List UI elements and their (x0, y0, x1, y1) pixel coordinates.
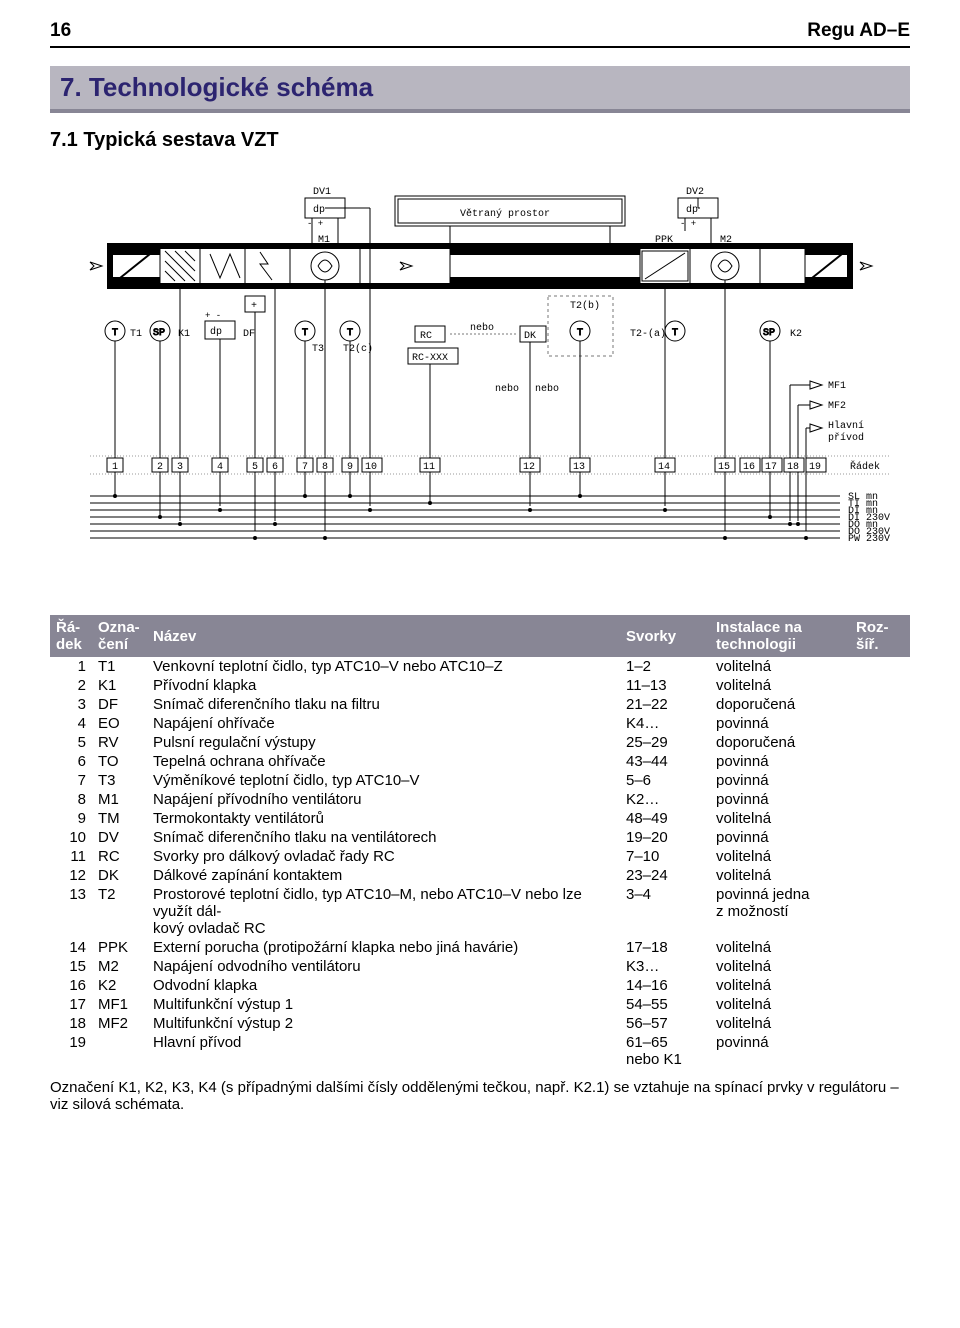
table-row: 17MF1Multifunkční výstup 154–55volitelná (50, 995, 910, 1014)
svg-text:T2(b): T2(b) (570, 300, 600, 312)
table-row: 9TMTermokontakty ventilátorů48–49volitel… (50, 809, 910, 828)
svg-text:12: 12 (523, 462, 535, 473)
svg-text:+: + (251, 301, 257, 312)
table-row: 19Hlavní přívod61–65 nebo K1povinná (50, 1033, 910, 1069)
subsection-title: 7.1 Typická sestava VZT (50, 129, 910, 152)
svg-text:PPK: PPK (655, 235, 673, 246)
svg-text:K2: K2 (790, 329, 802, 340)
svg-text:DV2: DV2 (686, 187, 704, 198)
table-row: 14PPKExterní porucha (protipožární klapk… (50, 938, 910, 957)
svg-text:- +: - + (680, 219, 696, 229)
svg-text:19: 19 (809, 462, 821, 473)
svg-text:MF1: MF1 (828, 381, 846, 392)
section-title: 7. Technologické schéma (60, 72, 900, 103)
table-row: 15M2Napájení odvodního ventilátoruK3…vol… (50, 957, 910, 976)
svg-text:8: 8 (322, 462, 328, 473)
svg-text:nebo: nebo (535, 383, 559, 395)
svg-text:17: 17 (765, 462, 777, 473)
svg-text:Hlavní: Hlavní (828, 420, 864, 432)
svg-text:T2(c): T2(c) (343, 343, 373, 355)
svg-text:DK: DK (524, 331, 536, 342)
table-row: 7T3Výměníkové teplotní čidlo, typ ATC10–… (50, 771, 910, 790)
svg-text:T1: T1 (130, 329, 142, 340)
svg-text:T: T (302, 328, 308, 339)
diagram-svg: Větraný prostor dp - + DV1 dp - + DV2 M1… (50, 166, 910, 586)
svg-text:MF2: MF2 (828, 401, 846, 412)
svg-text:10: 10 (365, 462, 377, 473)
table-header: Řá-dek Ozna-čení Název Svorky Instalace … (50, 615, 910, 657)
label-vetrany: Větraný prostor (460, 208, 550, 220)
svg-text:2: 2 (157, 462, 163, 473)
svg-text:14: 14 (658, 462, 670, 473)
table-row: 16K2Odvodní klapka14–16volitelná (50, 976, 910, 995)
svg-text:M1: M1 (318, 235, 330, 246)
svg-text:6: 6 (272, 462, 278, 473)
signal-table: Řá-dek Ozna-čení Název Svorky Instalace … (50, 615, 910, 1069)
svg-text:M2: M2 (720, 235, 732, 246)
section-bar: 7. Technologické schéma (50, 66, 910, 113)
svg-text:1: 1 (112, 462, 118, 473)
svg-text:15: 15 (718, 462, 730, 473)
svg-text:nebo: nebo (470, 322, 494, 334)
svg-text:Řádek: Řádek (850, 459, 880, 473)
table-row: 4EONapájení ohřívačeK4…povinná (50, 714, 910, 733)
table-row: 11RCSvorky pro dálkový ovladač řady RC7–… (50, 847, 910, 866)
svg-text:přívod: přívod (828, 432, 864, 444)
table-row: 6TOTepelná ochrana ohřívače43–44povinná (50, 752, 910, 771)
table-row: 12DKDálkové zapínání kontaktem23–24volit… (50, 866, 910, 885)
svg-text:+ -: + - (205, 311, 221, 321)
svg-text:PW 230V: PW 230V (848, 534, 890, 545)
footnote: Označení K1, K2, K3, K4 (s případnými da… (50, 1079, 910, 1113)
table-row: 13T2Prostorové teplotní čidlo, typ ATC10… (50, 885, 910, 938)
svg-text:DF: DF (243, 329, 255, 340)
svg-text:16: 16 (743, 462, 755, 473)
svg-text:SP: SP (153, 328, 165, 339)
svg-text:DV1: DV1 (313, 187, 331, 198)
svg-text:- +: - + (307, 219, 323, 229)
svg-text:T3: T3 (312, 344, 324, 355)
svg-text:dp: dp (686, 204, 698, 216)
page-number: 16 (50, 20, 71, 42)
svg-text:RC-XXX: RC-XXX (412, 353, 448, 364)
svg-text:9: 9 (347, 462, 353, 473)
table-row: 2K1Přívodní klapka11–13volitelná (50, 676, 910, 695)
svg-text:dp: dp (210, 326, 222, 338)
table-row: 1T1Venkovní teplotní čidlo, typ ATC10–V … (50, 657, 910, 676)
table-row: 18MF2Multifunkční výstup 256–57volitelná (50, 1014, 910, 1033)
svg-text:3: 3 (177, 462, 183, 473)
wiring-diagram: Větraný prostor dp - + DV1 dp - + DV2 M1… (50, 166, 910, 591)
svg-text:SP: SP (763, 328, 775, 339)
table-body: 1T1Venkovní teplotní čidlo, typ ATC10–V … (50, 657, 910, 1069)
svg-text:T2-(a): T2-(a) (630, 328, 666, 340)
table-row: 8M1Napájení přívodního ventilátoruK2…pov… (50, 790, 910, 809)
svg-text:T: T (672, 328, 678, 339)
table-row: 3DFSnímač diferenčního tlaku na filtru21… (50, 695, 910, 714)
doc-title: Regu AD–E (807, 20, 910, 42)
svg-text:RC: RC (420, 331, 432, 342)
table-row: 5RVPulsní regulační výstupy25–29doporuče… (50, 733, 910, 752)
page-header: 16 Regu AD–E (50, 20, 910, 48)
svg-text:T: T (577, 328, 583, 339)
column-numbers: 1 2 3 4 5 6 7 8 9 10 11 12 13 14 15 16 1… (107, 458, 826, 473)
svg-text:T: T (112, 328, 118, 339)
svg-text:dp: dp (313, 204, 325, 216)
svg-text:18: 18 (787, 462, 799, 473)
svg-text:13: 13 (573, 462, 585, 473)
svg-text:5: 5 (252, 462, 258, 473)
svg-text:11: 11 (423, 462, 435, 473)
svg-text:7: 7 (302, 462, 308, 473)
svg-text:nebo: nebo (495, 383, 519, 395)
svg-text:4: 4 (217, 462, 223, 473)
table-row: 10DVSnímač diferenčního tlaku na ventilá… (50, 828, 910, 847)
svg-text:T: T (347, 328, 353, 339)
